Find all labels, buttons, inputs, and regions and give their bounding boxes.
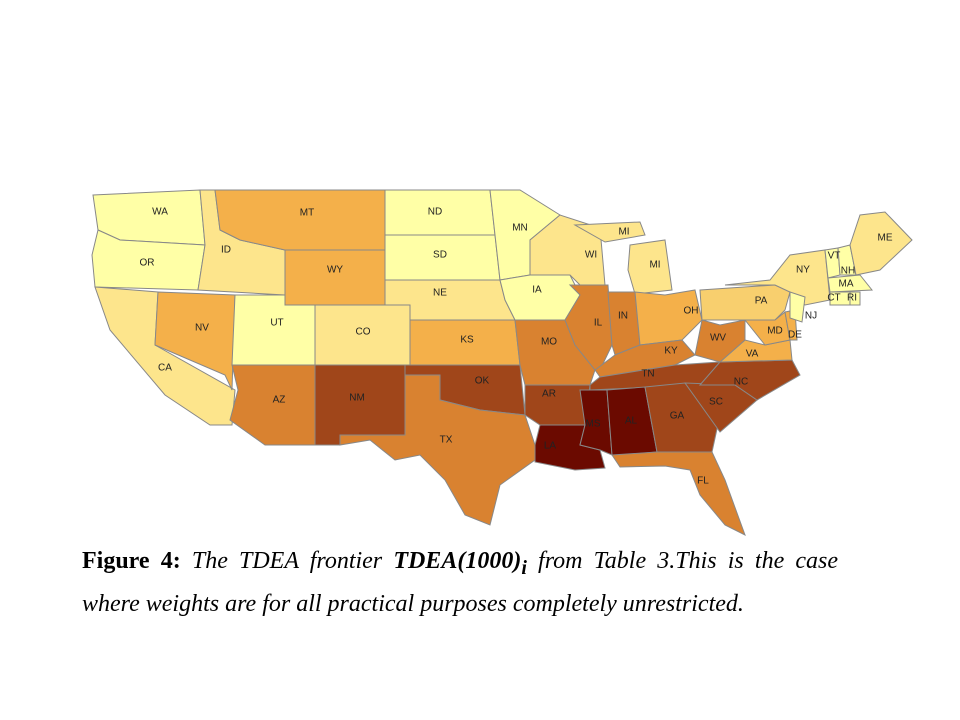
state-label: MT	[300, 208, 314, 219]
state	[339, 374, 536, 526]
state	[231, 294, 316, 366]
state-label: CA	[158, 363, 172, 374]
state-label: FL	[697, 476, 709, 487]
state-label: AZ	[273, 395, 286, 406]
state-label: OH	[684, 306, 699, 317]
state-label: CO	[356, 327, 371, 338]
state-label: ND	[428, 207, 442, 218]
state	[154, 291, 236, 391]
state	[607, 291, 641, 356]
state	[611, 451, 746, 537]
state-label: ID	[221, 245, 231, 256]
state-label: NJ	[805, 311, 817, 322]
state	[314, 364, 406, 446]
state-label: VT	[828, 251, 841, 262]
state-label: IA	[532, 285, 542, 296]
state-label: MD	[767, 326, 783, 337]
state-label: WV	[710, 333, 726, 344]
state	[499, 274, 581, 321]
state-label: TX	[440, 435, 453, 446]
state-label: SD	[433, 250, 447, 261]
state-label: SC	[709, 397, 723, 408]
state-label: AR	[542, 389, 556, 400]
state-label: VA	[746, 349, 759, 360]
state-label: WA	[152, 207, 168, 218]
state	[699, 284, 791, 321]
state	[827, 274, 874, 293]
state-label: NM	[349, 393, 365, 404]
state-label: CT	[827, 293, 840, 304]
state-label: KS	[460, 335, 474, 346]
state	[284, 249, 386, 306]
caption-text: The TDEA frontier	[191, 548, 383, 574]
state	[634, 289, 703, 346]
map: WA OR CA NV ID MT WY UT CO AZ NM ND SD N…	[91, 189, 913, 537]
caption-subscript: i	[521, 556, 527, 579]
state-label: MS	[586, 419, 601, 430]
state-label: IL	[594, 318, 603, 329]
state-label: GA	[670, 411, 685, 422]
state-label: RI	[847, 293, 857, 304]
state-label: PA	[755, 296, 768, 307]
caption: Figure 4: The TDEA frontier TDEA(1000)i …	[82, 543, 838, 622]
state-label: NV	[195, 323, 209, 334]
caption-label: Figure 4:	[82, 548, 181, 574]
state-label: NE	[433, 288, 447, 299]
caption-text: from Table 3.This is the case where weig…	[82, 548, 839, 617]
state-label: LA	[544, 441, 557, 452]
state-label: WY	[327, 265, 343, 276]
state	[849, 291, 861, 306]
state-label: OR	[140, 258, 155, 269]
state	[573, 221, 646, 243]
state-label: ME	[878, 233, 893, 244]
state-label: AL	[625, 416, 638, 427]
state-label: WI	[585, 250, 597, 261]
state-label: NY	[796, 265, 810, 276]
state-labels: WA OR CA NV ID MT WY UT CO AZ NM ND SD N…	[140, 207, 893, 487]
state-label: MN	[512, 223, 528, 234]
caption-model: TDEA(1000)	[393, 548, 522, 574]
state	[789, 291, 806, 323]
state-label: DE	[788, 330, 802, 341]
state-label: TN	[641, 369, 654, 380]
state-label: MO	[541, 337, 557, 348]
state-label: UT	[270, 318, 283, 329]
state-label: OK	[475, 376, 490, 387]
state-label: MI	[618, 227, 629, 238]
state-label: KY	[664, 346, 678, 357]
state-label: MI	[649, 260, 660, 271]
state-label: NH	[841, 266, 855, 277]
state-label: IN	[618, 311, 628, 322]
state-label: MA	[839, 279, 854, 290]
states	[91, 189, 913, 537]
state-label: NC	[734, 377, 748, 388]
state	[627, 239, 673, 295]
